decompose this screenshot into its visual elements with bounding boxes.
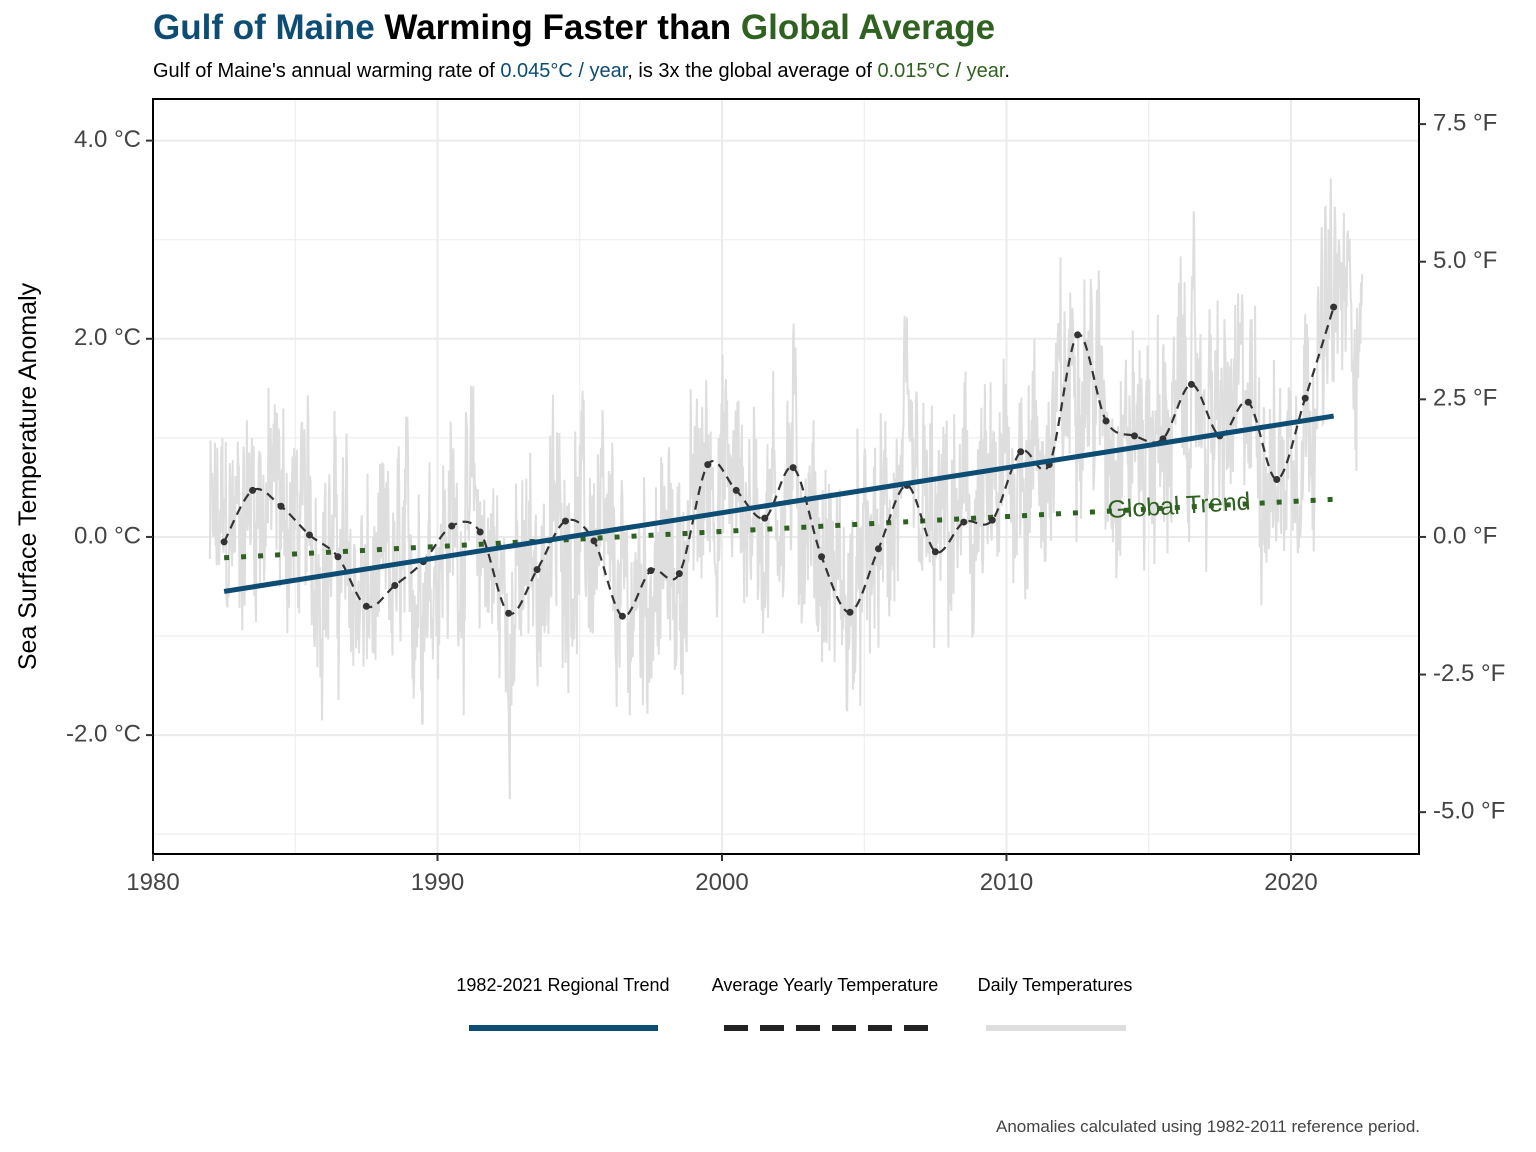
chart-subtitle: Gulf of Maine's annual warming rate of 0… [153,60,1010,83]
x-tick-label: 2020 [1264,869,1317,896]
yearly-average-point [988,516,996,524]
subtitle-part3: . [1004,60,1010,82]
legend-label: Daily Temperatures [978,975,1133,995]
yearly-average-point [1187,380,1195,388]
yearly-average-point [249,486,257,494]
yearly-average-point [1301,394,1309,402]
yearly-average-point [1131,432,1139,440]
y2-tick-label: -5.0 °F [1433,798,1505,825]
yearly-average-point [732,486,740,494]
yearly-average-point [618,612,626,620]
yearly-average-point [1102,417,1110,425]
yearly-average-point [305,531,313,539]
yearly-average-point [391,581,399,589]
y-tick-label: 0.0 °C [74,522,141,549]
yearly-average-point [362,602,370,610]
x-tick-label: 2000 [695,869,748,896]
legend-label: 1982-2021 Regional Trend [456,975,669,995]
yearly-average-point [761,514,769,522]
yearly-average-point [647,567,655,575]
yearly-average-point [818,553,826,561]
yearly-average-point [846,608,854,616]
daily-temperatures-line [208,178,1364,800]
yearly-average-point [1273,475,1281,483]
y2-tick-label: 5.0 °F [1433,247,1497,274]
yearly-average-point [562,517,570,525]
y-tick-label: 2.0 °C [74,324,141,351]
title-gulf-of-maine: Gulf of Maine [153,8,375,47]
yearly-average-point [448,522,456,530]
yearly-average-point [1330,303,1338,311]
x-tick-label: 2010 [980,869,1033,896]
subtitle-gom-rate: 0.045°C / year [500,60,628,82]
yearly-average-point [334,553,342,561]
y2-tick-label: -2.5 °F [1433,660,1505,687]
y2-tick-label: 7.5 °F [1433,109,1497,136]
subtitle-global-rate: 0.015°C / year [877,60,1005,82]
title-global-average: Global Average [740,8,996,47]
yearly-average-point [220,538,228,546]
y-axis-label: Sea Surface Temperature Anomaly [14,282,42,670]
yearly-average-point [960,518,968,526]
yearly-average-point [1244,398,1252,406]
yearly-average-point [277,502,285,510]
subtitle-part2: , is 3x the global average of [627,60,878,82]
yearly-average-point [533,566,541,574]
yearly-average-point [1074,331,1082,339]
chart-caption: Anomalies calculated using 1982-2011 ref… [995,1117,1420,1136]
y-tick-label: -2.0 °C [66,720,141,747]
yearly-average-point [590,537,598,545]
y2-tick-label: 2.5 °F [1433,385,1497,412]
yearly-average-point [675,570,683,578]
yearly-average-point [704,461,712,469]
plot-border [152,98,1420,855]
legend-label: Average Yearly Temperature [712,975,939,995]
chart-title: Gulf of Maine Warming Faster than Global… [153,8,995,48]
title-middle: Warming Faster than [374,8,741,47]
y2-tick-label: 0.0 °F [1433,522,1497,549]
subtitle-part1: Gulf of Maine's annual warming rate of [153,60,501,82]
x-tick-label: 1990 [411,869,464,896]
yearly-average-point [1017,448,1025,456]
yearly-average-point [874,545,882,553]
regional-trend-line [223,413,1335,594]
yearly-average-point [789,464,797,472]
x-tick-label: 1980 [126,869,179,896]
yearly-average-point [476,528,484,536]
yearly-average-point [505,609,513,617]
yearly-average-point [931,548,939,556]
y-tick-label: 4.0 °C [74,126,141,153]
